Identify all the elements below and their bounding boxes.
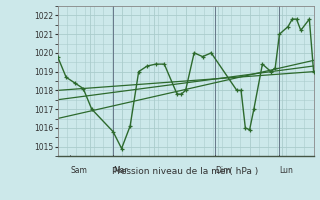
X-axis label: Pression niveau de la mer( hPa ): Pression niveau de la mer( hPa ) [112, 167, 259, 176]
Text: Lun: Lun [279, 166, 293, 175]
Text: Sam: Sam [70, 166, 87, 175]
Text: Dim: Dim [215, 166, 231, 175]
Text: Mar: Mar [113, 166, 128, 175]
